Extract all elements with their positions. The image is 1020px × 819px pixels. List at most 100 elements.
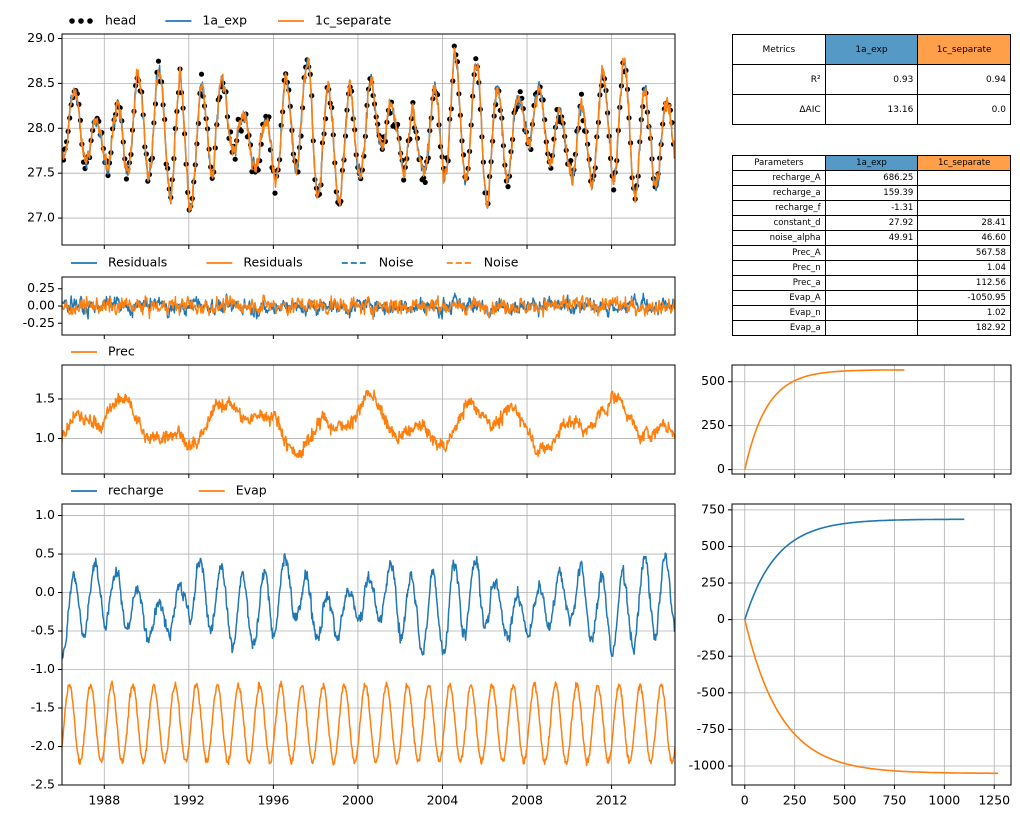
parameters-table: Parameters 1a_exp 1c_separate recharge_A… <box>732 155 1011 336</box>
head-point <box>578 91 585 97</box>
param-value-1c-separate: 46.60 <box>917 230 1011 246</box>
legend-item: recharge <box>71 483 164 498</box>
head-point <box>611 187 617 193</box>
metrics-header-1c-separate: 1c_separate <box>917 34 1011 65</box>
param-value-1a-exp <box>824 275 919 291</box>
y-axis: -1000 -750 -500 -250 0 250 500 750 <box>689 501 732 772</box>
x-axis <box>103 335 613 339</box>
legend-item: Noise <box>341 255 414 270</box>
legend-item: Residuals <box>71 255 167 270</box>
params-row: constant_d 27.92 28.41 <box>732 215 1011 231</box>
head-point <box>238 128 244 134</box>
y-tick-label: 500 <box>701 373 725 388</box>
legend-marker <box>78 18 84 24</box>
params-row: Prec_n 1.04 <box>732 260 1011 276</box>
x-tick-label: 1988 <box>88 793 120 808</box>
param-value-1a-exp: 686.25 <box>824 170 919 186</box>
head-point <box>568 158 574 164</box>
y-axis: -0.25 0.00 0.25 <box>23 280 62 330</box>
grid <box>732 365 1011 474</box>
y-axis: 1.0 1.5 <box>35 390 62 445</box>
x-tick-label: 1992 <box>173 793 205 808</box>
param-name: Evap_a <box>732 320 826 336</box>
params-row: recharge_f -1.31 <box>732 200 1011 216</box>
x-axis <box>744 474 995 478</box>
y-tick-label: 0 <box>717 461 725 476</box>
plot-area <box>744 369 905 470</box>
metric-name: R² <box>732 64 826 95</box>
legend-item: head <box>69 13 136 28</box>
legend-label: head <box>105 13 136 28</box>
series-line-recharge-step <box>744 518 965 620</box>
param-name: Evap_n <box>732 305 826 321</box>
x-tick-label: 2004 <box>427 793 459 808</box>
x-tick-label: 2008 <box>511 793 543 808</box>
param-value-1c-separate: 1.02 <box>917 305 1011 321</box>
params-row: noise_alpha 49.91 46.60 <box>732 230 1011 246</box>
head-point <box>473 56 479 62</box>
legend-item: 1a_exp <box>165 13 247 28</box>
x-tick-label: 1250 <box>978 793 1010 808</box>
y-tick-label: 1.5 <box>35 390 55 405</box>
param-name: Prec_a <box>732 275 826 291</box>
grid <box>62 365 675 474</box>
metric-value-1c-separate: 0.0 <box>917 94 1011 125</box>
series-line-residuals-1c-separate <box>62 294 675 320</box>
y-tick-label: -250 <box>697 648 725 663</box>
y-tick-label: 250 <box>701 417 725 432</box>
params-header-label: Parameters <box>732 155 826 171</box>
param-name: noise_alpha <box>732 230 826 246</box>
axes-frame <box>731 364 1012 475</box>
param-value-1c-separate <box>917 170 1011 186</box>
y-tick-label: 27.0 <box>27 210 55 225</box>
param-name: recharge_A <box>732 170 826 186</box>
legend-item: Evap <box>198 483 267 498</box>
metric-value-1c-separate: 0.94 <box>917 64 1011 95</box>
param-value-1a-exp: 27.92 <box>824 215 919 231</box>
legend-label: Residuals <box>108 255 167 270</box>
y-tick-label: 250 <box>701 575 725 590</box>
param-name: recharge_f <box>732 200 826 216</box>
x-tick-label: 750 <box>883 793 907 808</box>
y-tick-label: -0.5 <box>31 623 55 638</box>
recharge-panel: -2.5 -2.0 -1.5 -1.0 -0.5 0.0 0.5 1.0 1988 1992 199… <box>31 483 676 808</box>
param-value-1a-exp <box>824 260 919 276</box>
y-tick-label: 0.00 <box>27 298 55 313</box>
plot-area <box>62 43 675 213</box>
y-tick-label: -750 <box>697 721 725 736</box>
param-name: Evap_A <box>732 290 826 306</box>
y-tick-label: 0 <box>717 611 725 626</box>
y-tick-label: -1000 <box>689 757 725 772</box>
params-header-1c-separate: 1c_separate <box>917 155 1011 171</box>
residuals-panel: -0.25 0.00 0.25 Residuals Residuals Noise Nois… <box>23 255 676 339</box>
legend-label: recharge <box>108 483 164 498</box>
param-value-1c-separate <box>917 200 1011 216</box>
param-value-1c-separate: 112.56 <box>917 275 1011 291</box>
param-value-1c-separate <box>917 185 1011 201</box>
head-point <box>505 184 511 190</box>
plot-area <box>744 518 999 775</box>
param-name: recharge_a <box>732 185 826 201</box>
param-value-1a-exp <box>824 245 919 261</box>
y-tick-label: 0.0 <box>35 584 55 599</box>
series-line-prec <box>62 389 675 459</box>
x-tick-label: 500 <box>833 793 857 808</box>
param-value-1a-exp: 159.39 <box>824 185 919 201</box>
params-row: Evap_A -1050.95 <box>732 290 1011 306</box>
legend-label: Residuals <box>243 255 302 270</box>
y-tick-label: -2.5 <box>31 777 55 792</box>
y-tick-label: -0.25 <box>23 315 55 330</box>
prec-panel: 1.0 1.5 Prec <box>35 344 676 478</box>
head-point <box>451 43 457 49</box>
head-point <box>410 100 416 106</box>
grid <box>732 504 1011 785</box>
y-tick-label: 28.0 <box>27 120 55 135</box>
y-tick-label: -1.5 <box>31 700 55 715</box>
x-tick-label: 250 <box>783 793 807 808</box>
legend-item: Residuals <box>206 255 303 270</box>
x-tick-label: 0 <box>741 793 749 808</box>
y-tick-label: 1.0 <box>35 430 55 445</box>
head-point <box>401 177 407 183</box>
legend-label: 1c_separate <box>315 13 392 28</box>
